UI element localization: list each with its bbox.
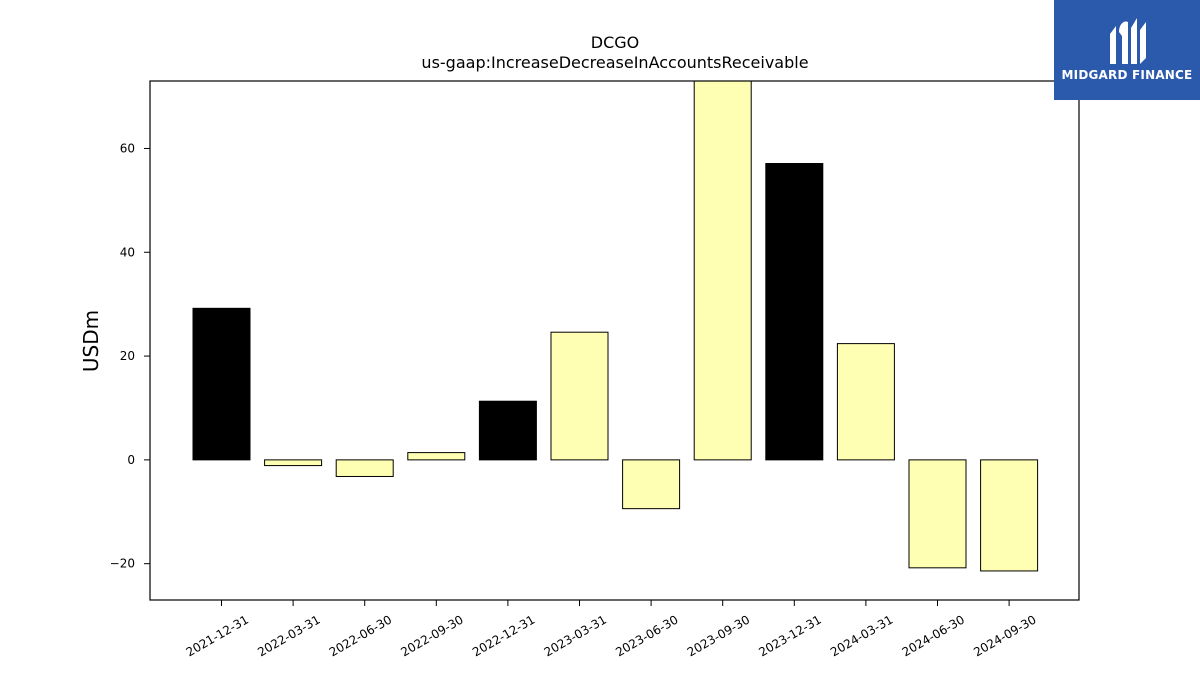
bar-2021-12-31: [192, 307, 251, 461]
bars-group: [192, 80, 1039, 572]
y-tick-label: 40: [120, 245, 135, 259]
bar-2024-09-30: [980, 459, 1039, 572]
x-tick-label: 2024-03-31: [828, 612, 895, 659]
x-tick-label: 2021-12-31: [184, 612, 251, 659]
x-tick-label: 2023-09-30: [685, 612, 752, 659]
x-ticks-group: 2021-12-31 2022-03-31 2022-06-30 2022-09-30…: [184, 600, 1039, 659]
x-tick-label: 2022-12-31: [470, 612, 537, 659]
x-tick-label: 2023-12-31: [756, 612, 823, 659]
y-tick-label: 0: [127, 453, 135, 467]
bar-2023-03-31: [550, 331, 609, 461]
bar-2022-12-31: [478, 400, 537, 461]
chart-subtitle: us-gaap:IncreaseDecreaseInAccountsReceiv…: [421, 53, 808, 72]
x-tick-label: 2022-03-31: [255, 612, 322, 659]
x-tick-label: 2024-06-30: [900, 612, 967, 659]
x-tick-label: 2023-03-31: [542, 612, 609, 659]
y-tick-label: 60: [120, 141, 135, 155]
plot-frame: [149, 80, 1080, 601]
company-logo: MIDGARD FINANCE: [1054, 0, 1200, 100]
x-tick-label: 2022-09-30: [398, 612, 465, 659]
bar-2022-06-30: [335, 459, 394, 477]
y-ticks-group: −20 0 20 40 60: [110, 141, 150, 571]
bar-2023-12-31: [765, 163, 824, 461]
chart-title: DCGO: [591, 33, 639, 52]
bar-2024-06-30: [908, 459, 967, 569]
bar-2022-03-31: [264, 459, 323, 467]
y-tick-label: −20: [110, 557, 135, 571]
x-tick-label: 2024-09-30: [971, 612, 1038, 659]
y-axis-label: USDm: [79, 310, 103, 372]
x-tick-label: 2022-06-30: [327, 612, 394, 659]
x-tick-label: 2023-06-30: [613, 612, 680, 659]
logo-text: MIDGARD FINANCE: [1061, 68, 1193, 82]
bar-2023-06-30: [622, 459, 681, 510]
y-tick-label: 20: [120, 349, 135, 363]
logo-mark-icon: [1110, 18, 1146, 64]
bar-2022-09-30: [407, 452, 466, 461]
bar-2023-09-30: [693, 80, 752, 461]
bar-2024-03-31: [836, 343, 895, 461]
